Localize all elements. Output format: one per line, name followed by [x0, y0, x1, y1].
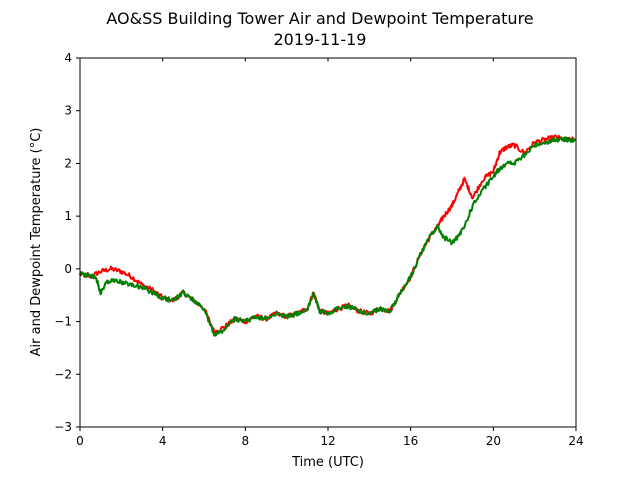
- x-tick-label: 0: [76, 434, 84, 448]
- x-tick-label: 24: [568, 434, 583, 448]
- y-tick-label: −1: [54, 315, 72, 329]
- y-tick-label: 4: [64, 51, 72, 65]
- x-ticks: 0 4 8 12 16 20 24: [76, 58, 584, 448]
- x-tick-label: 16: [403, 434, 418, 448]
- x-tick-label: 12: [320, 434, 335, 448]
- chart-title: AO&SS Building Tower Air and Dewpoint Te…: [106, 9, 533, 28]
- y-tick-label: 3: [64, 104, 72, 118]
- series-group: [79, 134, 577, 337]
- y-tick-label: −2: [54, 367, 72, 381]
- plot-area: [80, 58, 576, 427]
- y-axis-label: Air and Dewpoint Temperature (°C): [29, 128, 44, 357]
- x-axis-label: Time (UTC): [291, 455, 364, 470]
- chart-subtitle: 2019-11-19: [274, 30, 367, 49]
- y-tick-label: 2: [64, 156, 72, 170]
- y-ticks: −3 −2 −1 0 1 2 3 4: [54, 51, 80, 434]
- y-tick-label: 1: [64, 209, 72, 223]
- x-tick-label: 8: [242, 434, 250, 448]
- x-tick-label: 20: [486, 434, 501, 448]
- y-tick-label: −3: [54, 420, 72, 434]
- series-line-green: [79, 136, 577, 337]
- x-tick-label: 4: [159, 434, 167, 448]
- y-tick-label: 0: [64, 262, 72, 276]
